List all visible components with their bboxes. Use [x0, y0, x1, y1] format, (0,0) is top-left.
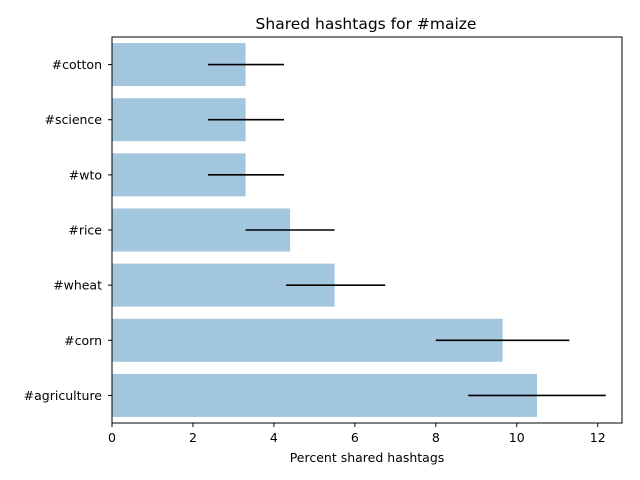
axes-group: #cotton #science #wto #rice #wheat #corn #agri…: [24, 36, 623, 445]
x-tick-label: 6: [351, 430, 359, 445]
y-tick-label: #wheat: [53, 278, 102, 293]
y-tick-label: #science: [44, 112, 102, 127]
x-tick-label: 2: [189, 430, 197, 445]
x-tick-label: 0: [108, 430, 116, 445]
y-tick-label: #cotton: [52, 57, 102, 72]
plot-frame: [111, 36, 623, 424]
error-bars-group: [207, 63, 606, 397]
y-tick-label: #agriculture: [24, 388, 103, 403]
bar-agriculture: [112, 373, 537, 417]
x-axis-label: Percent shared hashtags: [290, 450, 445, 465]
x-tick-label: 12: [590, 430, 606, 445]
y-tick-label: #rice: [68, 223, 102, 238]
x-tick-label: 10: [509, 430, 525, 445]
y-tick-label: #corn: [64, 333, 102, 348]
chart-title: Shared hashtags for #maize: [256, 15, 477, 33]
y-tick-label: #wto: [69, 167, 102, 182]
x-tick-label: 8: [432, 430, 440, 445]
x-tick-label: 4: [270, 430, 278, 445]
